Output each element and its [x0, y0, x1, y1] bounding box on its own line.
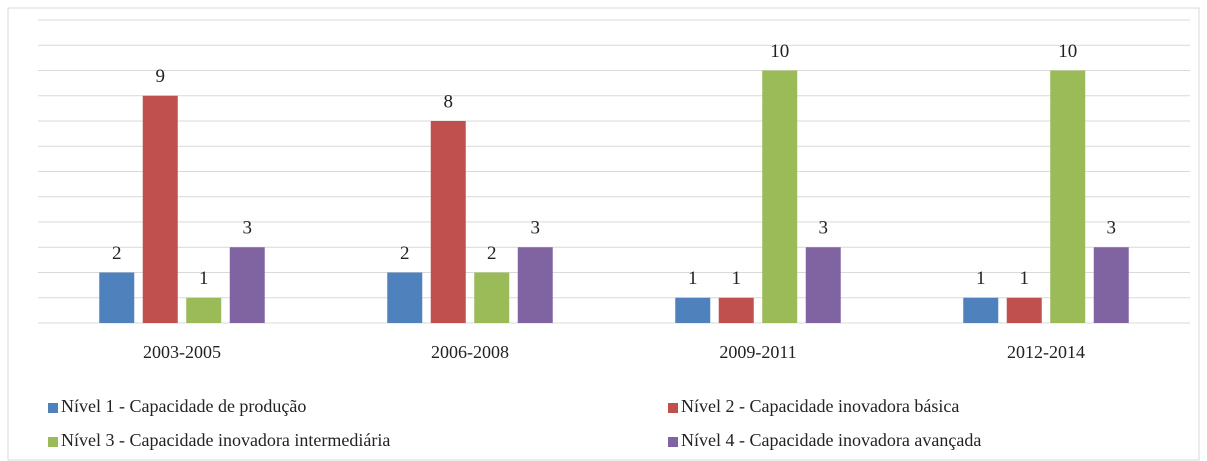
bar: [1050, 70, 1086, 323]
data-label: 2: [487, 243, 497, 264]
legend-label: Nível 2 - Capacidade inovadora básica: [681, 396, 959, 416]
data-label: 1: [688, 268, 698, 289]
data-label: 2: [400, 243, 410, 264]
data-label: 1: [199, 268, 209, 289]
bar: [1093, 247, 1129, 323]
legend-label: Nível 1 - Capacidade de produção: [61, 396, 306, 416]
bar: [387, 272, 423, 323]
legend-label: Nível 3 - Capacidade inovadora intermedi…: [61, 430, 390, 450]
x-tick-label: 2009-2011: [719, 342, 796, 362]
bar: [474, 272, 510, 323]
legend-label: Nível 4 - Capacidade inovadora avançada: [681, 430, 981, 450]
x-tick-label: 2006-2008: [431, 342, 509, 362]
bar: [430, 121, 466, 323]
data-label: 10: [1058, 41, 1077, 62]
data-label: 9: [156, 66, 166, 87]
bar: [718, 297, 754, 323]
bar: [963, 297, 999, 323]
data-label: 1: [1020, 268, 1030, 289]
bar: [186, 297, 222, 323]
chart-frame: [7, 7, 1200, 461]
bar: [142, 95, 178, 323]
legend-swatch: [48, 437, 58, 447]
legend-swatch: [668, 403, 678, 413]
data-label: 1: [732, 268, 742, 289]
data-label: 3: [1107, 218, 1117, 239]
bar: [1006, 297, 1042, 323]
bar: [517, 247, 553, 323]
data-label: 1: [976, 268, 986, 289]
data-label: 3: [531, 218, 541, 239]
x-tick-label: 2012-2014: [1007, 342, 1085, 362]
legend-swatch: [668, 437, 678, 447]
data-label: 8: [444, 91, 454, 112]
bar: [229, 247, 265, 323]
bar: [805, 247, 841, 323]
bar: [675, 297, 711, 323]
x-tick-label: 2003-2005: [143, 342, 221, 362]
legend-swatch: [48, 403, 58, 413]
data-label: 2: [112, 243, 122, 264]
data-label: 10: [770, 41, 789, 62]
bar: [762, 70, 798, 323]
data-label: 3: [243, 218, 253, 239]
data-label: 3: [819, 218, 829, 239]
bar: [99, 272, 135, 323]
